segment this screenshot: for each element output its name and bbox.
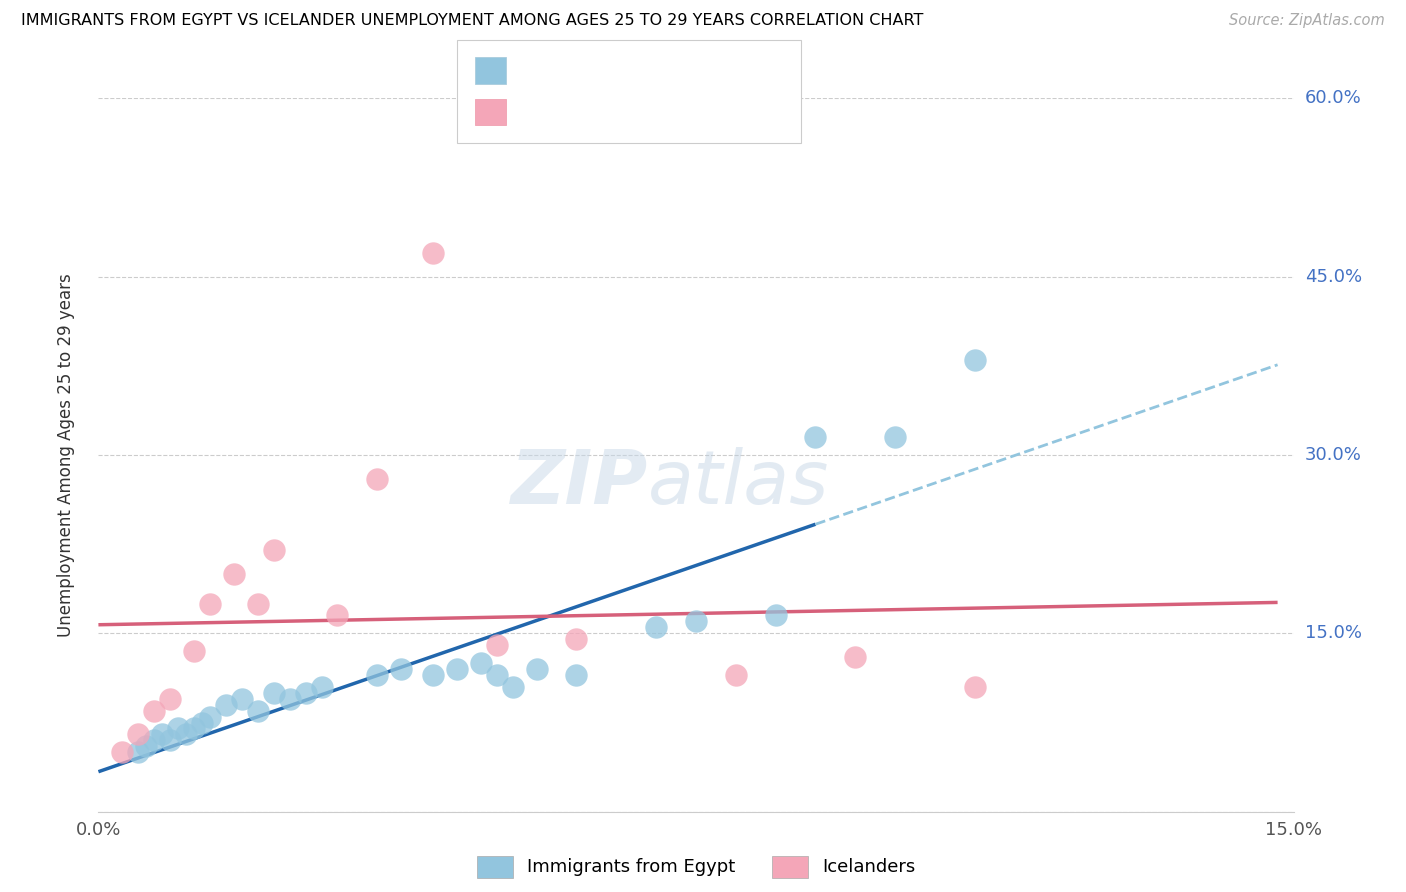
Point xyxy=(246,704,269,718)
Text: 32: 32 xyxy=(665,62,692,80)
Point xyxy=(485,668,508,682)
Point xyxy=(485,638,508,652)
Point xyxy=(844,650,866,665)
Point xyxy=(294,686,316,700)
Point xyxy=(470,656,492,670)
Text: 60.0%: 60.0% xyxy=(1305,89,1361,107)
Text: ZIP: ZIP xyxy=(510,447,648,520)
Point xyxy=(502,680,524,694)
Point xyxy=(963,680,986,694)
Point xyxy=(135,739,157,754)
Point xyxy=(222,566,245,581)
Point xyxy=(231,691,253,706)
Text: 0.547: 0.547 xyxy=(557,62,616,80)
Text: atlas: atlas xyxy=(648,448,830,519)
Text: Source: ZipAtlas.com: Source: ZipAtlas.com xyxy=(1229,13,1385,29)
Text: N =: N = xyxy=(619,103,672,121)
Point xyxy=(159,733,181,747)
Point xyxy=(765,608,787,623)
Point xyxy=(183,644,205,658)
Point xyxy=(366,668,388,682)
Point xyxy=(366,472,388,486)
Point xyxy=(246,597,269,611)
Y-axis label: Unemployment Among Ages 25 to 29 years: Unemployment Among Ages 25 to 29 years xyxy=(56,273,75,637)
Point xyxy=(159,691,181,706)
Point xyxy=(526,662,548,676)
Text: R =: R = xyxy=(517,103,558,121)
Point xyxy=(263,686,285,700)
Text: 17: 17 xyxy=(665,103,690,121)
Point xyxy=(143,704,166,718)
Point xyxy=(198,709,221,723)
Point xyxy=(804,430,827,444)
Text: 0.185: 0.185 xyxy=(557,103,616,121)
Point xyxy=(311,680,333,694)
Text: 15.0%: 15.0% xyxy=(1305,624,1361,642)
Point xyxy=(263,543,285,558)
Text: N =: N = xyxy=(619,62,672,80)
Point xyxy=(645,620,668,634)
Point xyxy=(724,668,747,682)
Point xyxy=(565,632,588,647)
Text: 45.0%: 45.0% xyxy=(1305,268,1362,285)
Point xyxy=(422,668,444,682)
Point xyxy=(127,727,149,741)
Point xyxy=(565,668,588,682)
Point xyxy=(326,608,349,623)
Legend: Immigrants from Egypt, Icelanders: Immigrants from Egypt, Icelanders xyxy=(470,848,922,885)
Point xyxy=(174,727,197,741)
Text: IMMIGRANTS FROM EGYPT VS ICELANDER UNEMPLOYMENT AMONG AGES 25 TO 29 YEARS CORREL: IMMIGRANTS FROM EGYPT VS ICELANDER UNEMP… xyxy=(21,13,924,29)
Point xyxy=(278,691,301,706)
Point xyxy=(183,722,205,736)
Point xyxy=(111,745,134,759)
Point xyxy=(389,662,412,676)
Point xyxy=(884,430,907,444)
Text: 30.0%: 30.0% xyxy=(1305,446,1361,464)
Point xyxy=(143,733,166,747)
Point xyxy=(198,597,221,611)
Text: R =: R = xyxy=(517,62,558,80)
Point xyxy=(422,245,444,260)
Point xyxy=(963,352,986,367)
Point xyxy=(167,722,190,736)
Point xyxy=(191,715,214,730)
Point xyxy=(150,727,173,741)
Point xyxy=(215,698,238,712)
Point xyxy=(127,745,149,759)
Point xyxy=(446,662,468,676)
Point xyxy=(685,615,707,629)
